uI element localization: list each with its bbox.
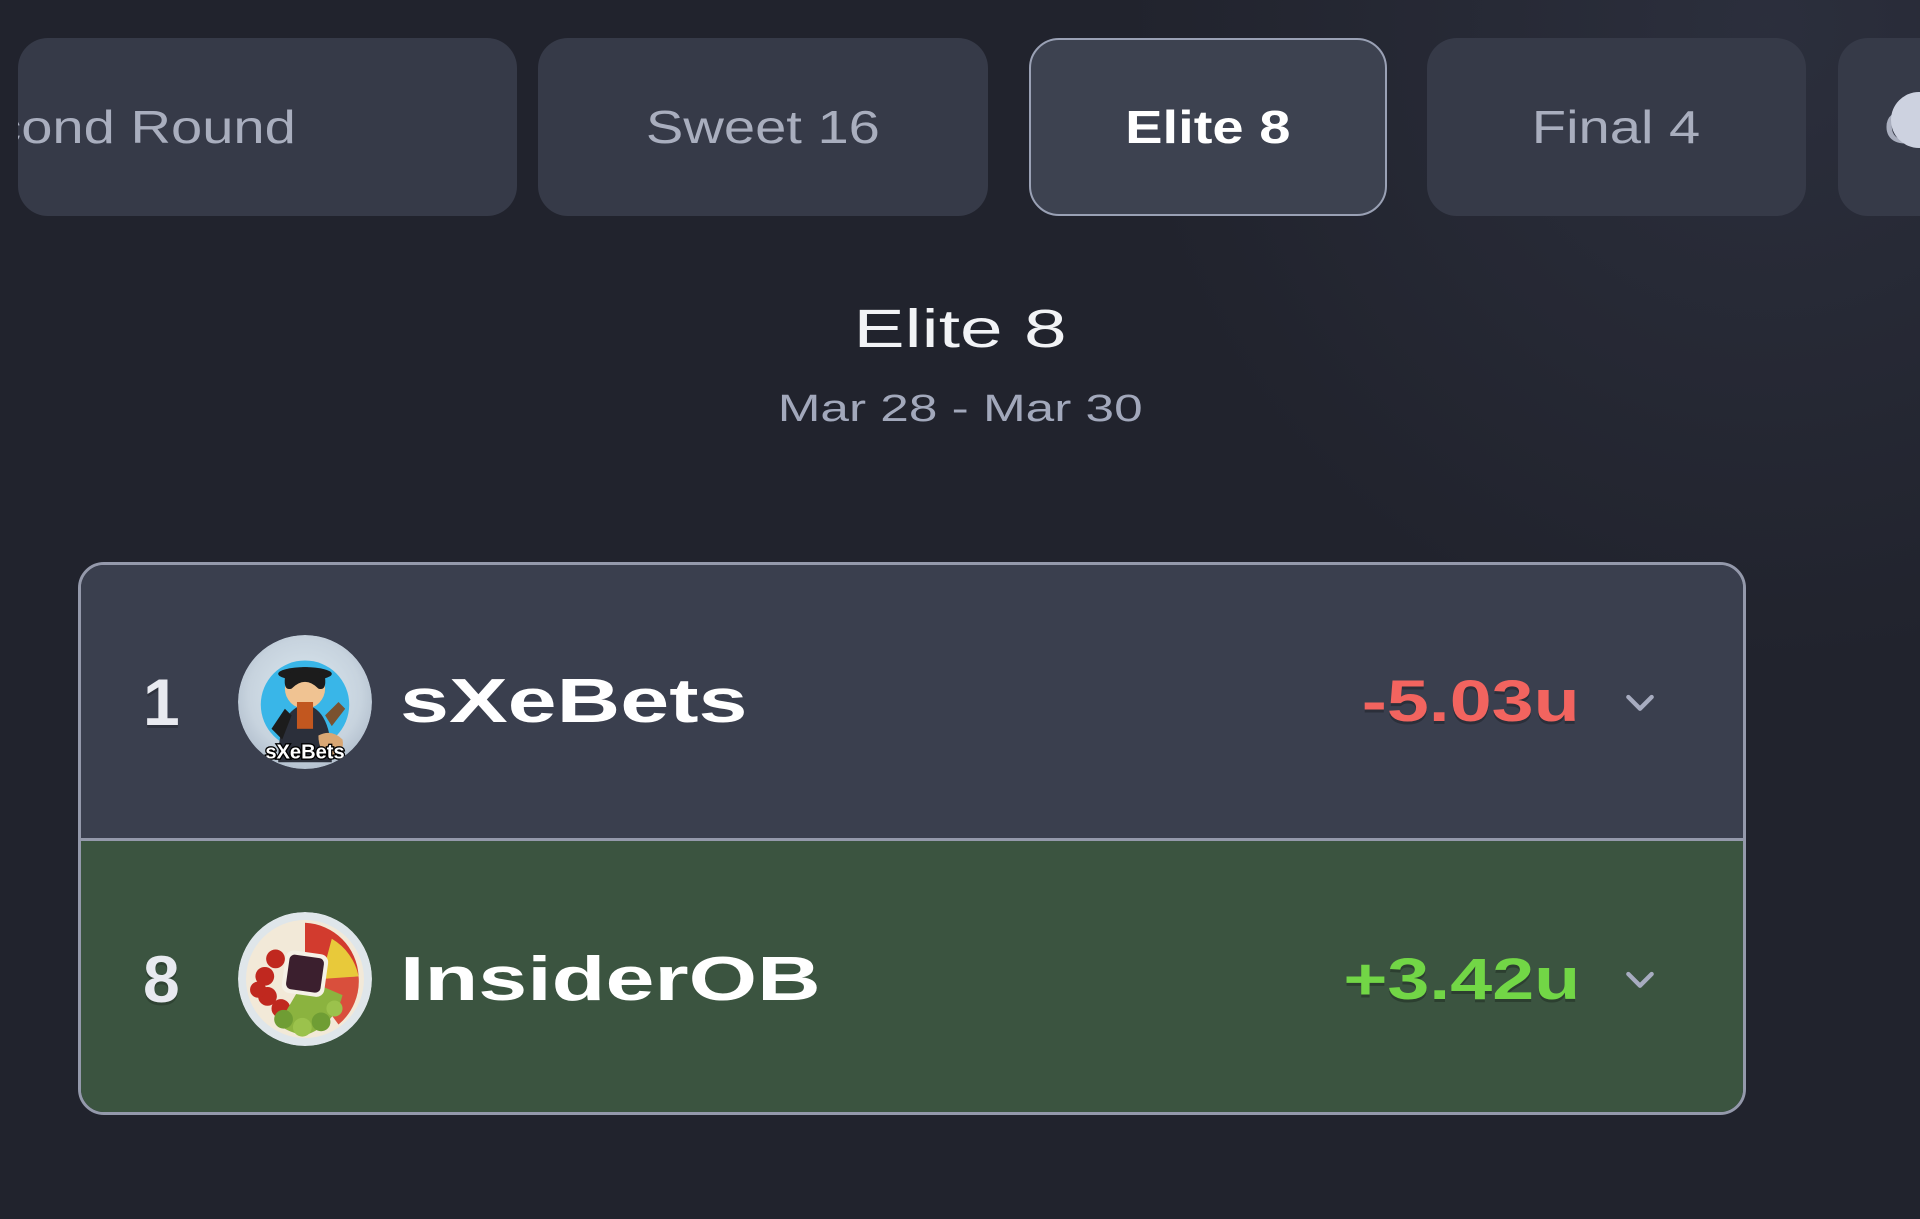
svg-text:sXeBets: sXeBets	[265, 741, 344, 763]
